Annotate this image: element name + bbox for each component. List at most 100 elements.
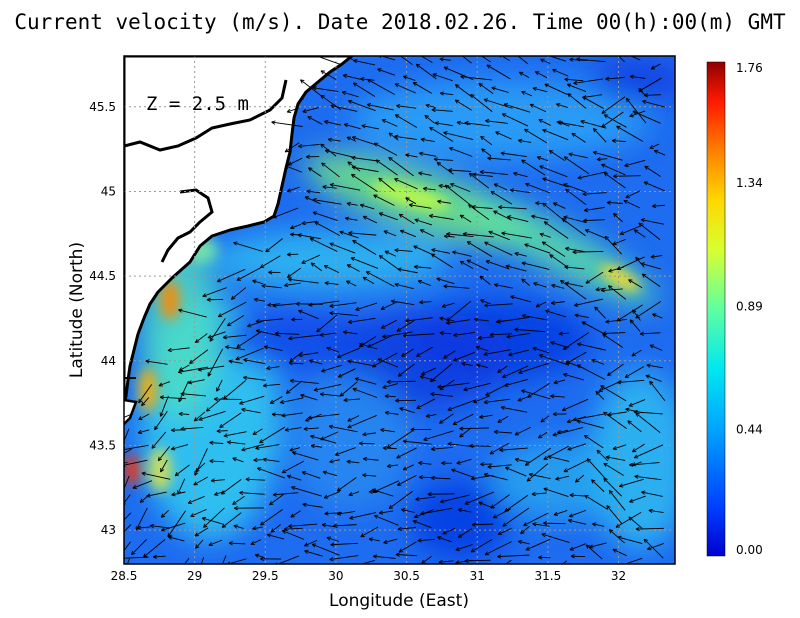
velocity-arrow-head xyxy=(567,518,573,523)
velocity-arrow-head xyxy=(490,190,495,195)
velocity-arrow-head xyxy=(493,210,498,215)
velocity-arrow xyxy=(455,84,472,97)
velocity-arrow xyxy=(275,332,300,335)
velocity-arrow xyxy=(652,313,663,319)
velocity-arrow-head xyxy=(601,109,606,114)
velocity-arrow-head xyxy=(346,136,351,141)
velocity-arrow-head xyxy=(415,496,420,502)
velocity-arrow xyxy=(381,119,398,127)
velocity-arrow xyxy=(302,503,323,508)
velocity-arrow xyxy=(351,173,378,192)
velocity-arrow xyxy=(359,343,378,350)
plot-frame xyxy=(123,55,676,565)
velocity-arrow xyxy=(541,241,566,257)
velocity-arrow-head xyxy=(355,306,360,311)
velocity-arrow-head xyxy=(518,71,524,76)
velocity-arrow xyxy=(625,190,641,199)
velocity-arrow-head xyxy=(132,484,137,489)
velocity-arrow-head xyxy=(430,475,435,481)
velocity-arrow-head xyxy=(608,489,613,495)
velocity-arrow xyxy=(476,364,489,369)
velocity-arrow-head xyxy=(488,230,493,235)
velocity-arrow-head xyxy=(539,232,544,237)
velocity-arrow xyxy=(585,271,604,284)
velocity-arrow xyxy=(228,360,243,364)
velocity-arrow-head xyxy=(479,275,484,280)
velocity-arrow-head xyxy=(455,546,460,552)
velocity-arrow-head xyxy=(324,149,330,154)
velocity-arrow xyxy=(592,151,623,161)
velocity-arrow-head xyxy=(497,554,502,559)
velocity-arrow xyxy=(440,92,454,96)
velocity-arrow xyxy=(591,359,605,365)
velocity-arrow xyxy=(460,76,492,81)
velocity-arrow xyxy=(548,150,565,161)
velocity-arrow-head xyxy=(538,354,544,359)
velocity-arrow-head xyxy=(437,199,442,204)
velocity-arrow-head xyxy=(343,397,348,403)
velocity-arrow xyxy=(536,156,549,162)
velocity-arrow xyxy=(593,128,607,143)
velocity-arrow-head xyxy=(329,311,334,316)
velocity-arrow xyxy=(540,415,550,423)
velocity-arrow xyxy=(572,250,604,253)
velocity-arrow-head xyxy=(405,318,410,323)
velocity-arrow-head xyxy=(330,104,335,109)
velocity-arrow-head xyxy=(541,241,547,246)
velocity-arrow-head xyxy=(584,494,589,499)
velocity-arrow-head xyxy=(255,329,261,334)
velocity-arrow-head xyxy=(603,477,608,483)
velocity-arrow-head xyxy=(330,542,335,547)
velocity-arrow-head xyxy=(528,472,533,477)
velocity-arrow-head xyxy=(442,530,447,535)
velocity-arrow-head xyxy=(351,136,357,141)
velocity-arrow-head xyxy=(189,359,194,364)
velocity-arrow xyxy=(585,544,603,560)
velocity-arrow xyxy=(345,217,358,221)
velocity-arrow xyxy=(539,165,568,178)
velocity-arrow xyxy=(405,317,433,322)
velocity-arrow xyxy=(124,475,130,490)
velocity-arrow-head xyxy=(180,391,185,397)
velocity-arrow xyxy=(640,263,661,270)
velocity-arrow-head xyxy=(576,364,581,369)
velocity-arrow xyxy=(366,104,394,111)
velocity-arrow xyxy=(484,473,508,481)
velocity-arrow xyxy=(395,554,417,557)
velocity-arrow-head xyxy=(480,135,485,141)
velocity-arrow xyxy=(362,474,377,477)
velocity-arrow xyxy=(585,229,606,239)
velocity-arrow xyxy=(383,230,397,237)
velocity-arrow-head xyxy=(483,98,489,103)
velocity-arrow xyxy=(304,550,323,557)
velocity-arrow xyxy=(479,275,491,285)
velocity-arrow xyxy=(624,366,645,378)
velocity-arrow-head xyxy=(106,461,110,464)
velocity-arrow xyxy=(216,430,228,432)
velocity-arrow-head xyxy=(462,231,467,237)
velocity-arrow xyxy=(394,249,413,252)
velocity-arrow xyxy=(255,318,284,322)
velocity-arrow xyxy=(380,429,395,433)
velocity-arrow xyxy=(612,548,627,557)
velocity-arrow xyxy=(436,162,454,175)
velocity-arrow-head xyxy=(418,475,424,480)
velocity-arrow xyxy=(420,229,435,237)
velocity-arrow xyxy=(421,367,436,375)
velocity-arrow-head xyxy=(421,371,426,376)
velocity-arrow-head xyxy=(394,114,400,119)
velocity-arrow xyxy=(124,459,148,466)
velocity-arrow xyxy=(573,78,604,84)
velocity-arrow-head xyxy=(643,538,648,544)
velocity-arrow-head xyxy=(612,548,617,553)
velocity-arrow-head xyxy=(221,523,227,528)
velocity-arrow xyxy=(448,169,472,172)
velocity-arrow-head xyxy=(420,511,425,516)
velocity-arrow xyxy=(273,492,299,496)
velocity-arrow-head xyxy=(514,251,519,257)
velocity-arrow-head xyxy=(505,264,510,269)
velocity-arrow-head xyxy=(159,412,164,417)
velocity-arrow xyxy=(459,260,474,269)
velocity-arrow-head xyxy=(532,86,537,91)
velocity-arrow-head xyxy=(322,470,328,475)
